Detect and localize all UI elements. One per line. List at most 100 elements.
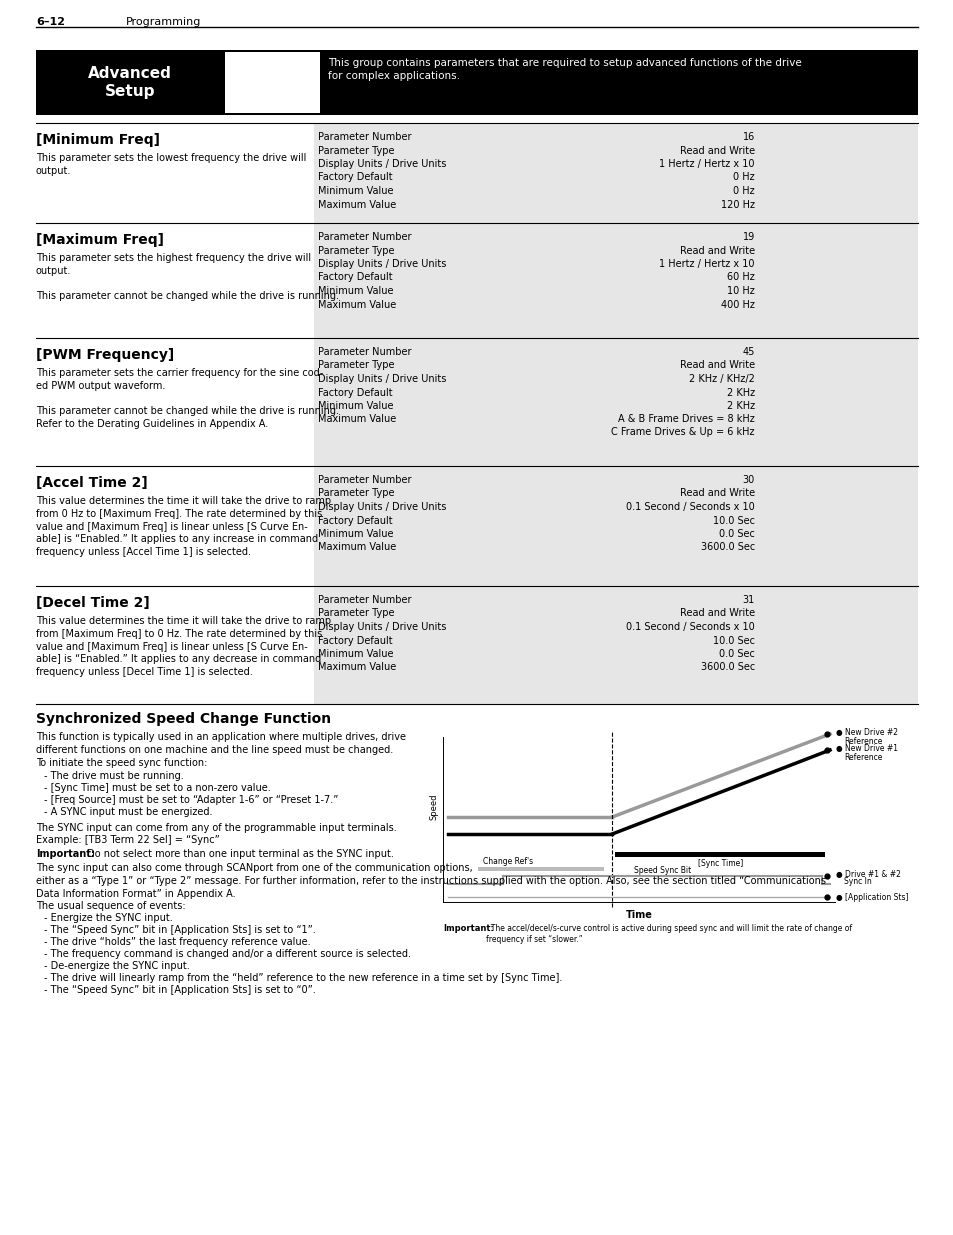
Text: 1 Hertz / Hertz x 10: 1 Hertz / Hertz x 10 — [659, 159, 754, 169]
Text: Factory Default: Factory Default — [317, 515, 393, 526]
Text: - Energize the SYNC input.: - Energize the SYNC input. — [44, 913, 172, 923]
Text: [Sync Time]: [Sync Time] — [697, 858, 742, 867]
Text: Synchronized Speed Change Function: Synchronized Speed Change Function — [36, 713, 331, 726]
Text: Factory Default: Factory Default — [317, 273, 393, 283]
Bar — [314, 124, 917, 224]
Text: This group contains parameters that are required to setup advanced functions of : This group contains parameters that are … — [328, 58, 801, 82]
Text: Parameter Number: Parameter Number — [317, 347, 411, 357]
Text: Parameter Number: Parameter Number — [317, 595, 411, 605]
Text: Read and Write: Read and Write — [679, 609, 754, 619]
Text: Display Units / Drive Units: Display Units / Drive Units — [317, 501, 446, 513]
Text: 60 Hz: 60 Hz — [726, 273, 754, 283]
Bar — [314, 224, 917, 338]
Text: Display Units / Drive Units: Display Units / Drive Units — [317, 259, 446, 269]
Text: - The “Speed Sync” bit in [Application Sts] is set to “0”.: - The “Speed Sync” bit in [Application S… — [44, 986, 315, 995]
Text: - The “Speed Sync” bit in [Application Sts] is set to “1”.: - The “Speed Sync” bit in [Application S… — [44, 925, 315, 935]
Bar — [615, 851, 824, 857]
Text: Sync In: Sync In — [843, 878, 871, 887]
Text: A & B Frame Drives = 8 kHz
C Frame Drives & Up = 6 kHz: A & B Frame Drives = 8 kHz C Frame Drive… — [611, 415, 754, 437]
Text: This parameter sets the carrier frequency for the sine cod-
ed PWM output wavefo: This parameter sets the carrier frequenc… — [36, 368, 338, 430]
Text: - The frequency command is changed and/or a different source is selected.: - The frequency command is changed and/o… — [44, 948, 411, 960]
Text: ● Drive #1 & #2: ● Drive #1 & #2 — [835, 869, 900, 878]
Text: Example: [TB3 Term 22 Sel] = “Sync”: Example: [TB3 Term 22 Sel] = “Sync” — [36, 835, 219, 845]
Text: Minimum Value: Minimum Value — [317, 529, 393, 538]
Text: Minimum Value: Minimum Value — [317, 650, 393, 659]
Text: Maximum Value: Maximum Value — [317, 415, 395, 425]
Text: 2 KHz: 2 KHz — [726, 388, 754, 398]
Text: Change Ref's: Change Ref's — [482, 857, 533, 866]
Text: Maximum Value: Maximum Value — [317, 542, 395, 552]
Text: 45: 45 — [741, 347, 754, 357]
Text: Read and Write: Read and Write — [679, 146, 754, 156]
Bar — [314, 466, 917, 585]
Text: 0.1 Second / Seconds x 10: 0.1 Second / Seconds x 10 — [625, 501, 754, 513]
Text: Parameter Number: Parameter Number — [317, 475, 411, 485]
Bar — [314, 338, 917, 466]
Text: [Accel Time 2]: [Accel Time 2] — [36, 475, 148, 490]
Text: 2 KHz / KHz/2: 2 KHz / KHz/2 — [688, 374, 754, 384]
Text: ● New Drive #1: ● New Drive #1 — [835, 743, 897, 752]
Text: Minimum Value: Minimum Value — [317, 186, 393, 196]
Text: - [Sync Time] must be set to a non-zero value.: - [Sync Time] must be set to a non-zero … — [44, 783, 271, 793]
Text: ● [Application Sts]: ● [Application Sts] — [835, 893, 907, 902]
Text: Parameter Type: Parameter Type — [317, 489, 395, 499]
Text: Programming: Programming — [126, 17, 201, 27]
Text: The SYNC input can come from any of the programmable input terminals.: The SYNC input can come from any of the … — [36, 823, 396, 832]
Text: Read and Write: Read and Write — [679, 361, 754, 370]
Text: Parameter Number: Parameter Number — [317, 132, 411, 142]
Text: Read and Write: Read and Write — [679, 246, 754, 256]
Text: This function is typically used in an application where multiple drives, drive
d: This function is typically used in an ap… — [36, 732, 406, 755]
Text: 0.0 Sec: 0.0 Sec — [719, 650, 754, 659]
Text: - A SYNC input must be energized.: - A SYNC input must be energized. — [44, 806, 213, 818]
Text: 0 Hz: 0 Hz — [733, 186, 754, 196]
Text: 0.0 Sec: 0.0 Sec — [719, 529, 754, 538]
Text: ● New Drive #2: ● New Drive #2 — [835, 727, 897, 736]
Text: 120 Hz: 120 Hz — [720, 200, 754, 210]
Text: 1 Hertz / Hertz x 10: 1 Hertz / Hertz x 10 — [659, 259, 754, 269]
Text: The usual sequence of events:: The usual sequence of events: — [36, 902, 186, 911]
Text: 30: 30 — [742, 475, 754, 485]
Bar — [477, 867, 603, 871]
Text: The sync input can also come through SCANport from one of the communication opti: The sync input can also come through SCA… — [36, 863, 825, 899]
Text: 16: 16 — [742, 132, 754, 142]
Text: - The drive “holds” the last frequency reference value.: - The drive “holds” the last frequency r… — [44, 937, 311, 947]
Text: [Minimum Freq]: [Minimum Freq] — [36, 133, 160, 147]
Text: Maximum Value: Maximum Value — [317, 662, 395, 673]
Text: Minimum Value: Minimum Value — [317, 401, 393, 411]
Text: 31: 31 — [742, 595, 754, 605]
Text: This value determines the time it will take the drive to ramp
from [Maximum Freq: This value determines the time it will t… — [36, 616, 331, 677]
Text: Factory Default: Factory Default — [317, 388, 393, 398]
Text: [Decel Time 2]: [Decel Time 2] — [36, 597, 150, 610]
Text: [Maximum Freq]: [Maximum Freq] — [36, 233, 164, 247]
Text: This parameter sets the highest frequency the drive will
output.

This parameter: This parameter sets the highest frequenc… — [36, 253, 338, 301]
Text: Parameter Type: Parameter Type — [317, 146, 395, 156]
Text: Display Units / Drive Units: Display Units / Drive Units — [317, 159, 446, 169]
Text: To initiate the speed sync function:: To initiate the speed sync function: — [36, 758, 207, 768]
Text: - De-energize the SYNC input.: - De-energize the SYNC input. — [44, 961, 190, 971]
Text: Display Units / Drive Units: Display Units / Drive Units — [317, 374, 446, 384]
Text: Advanced
Setup: Advanced Setup — [88, 65, 172, 99]
Text: Speed Sync Bit: Speed Sync Bit — [633, 866, 690, 876]
Bar — [225, 52, 319, 112]
Text: 0 Hz: 0 Hz — [733, 173, 754, 183]
Text: Parameter Type: Parameter Type — [317, 246, 395, 256]
Text: Minimum Value: Minimum Value — [317, 287, 393, 296]
Text: Reference: Reference — [843, 752, 882, 762]
Text: The accel/decel/s-curve control is active during speed sync and will limit the r: The accel/decel/s-curve control is activ… — [485, 924, 851, 944]
Text: Factory Default: Factory Default — [317, 636, 393, 646]
Text: - [Freq Source] must be set to “Adapter 1-6” or “Preset 1-7.”: - [Freq Source] must be set to “Adapter … — [44, 795, 338, 805]
Text: Speed: Speed — [429, 794, 438, 820]
Text: This value determines the time it will take the drive to ramp
from 0 Hz to [Maxi: This value determines the time it will t… — [36, 496, 331, 557]
Text: 3600.0 Sec: 3600.0 Sec — [700, 542, 754, 552]
Text: Read and Write: Read and Write — [679, 489, 754, 499]
Text: - The drive must be running.: - The drive must be running. — [44, 771, 184, 781]
Text: Parameter Number: Parameter Number — [317, 232, 411, 242]
Bar — [314, 585, 917, 704]
Text: [PWM Frequency]: [PWM Frequency] — [36, 348, 174, 362]
Text: 10.0 Sec: 10.0 Sec — [712, 515, 754, 526]
Text: 400 Hz: 400 Hz — [720, 300, 754, 310]
Text: Factory Default: Factory Default — [317, 173, 393, 183]
Text: Maximum Value: Maximum Value — [317, 200, 395, 210]
Text: 6–12: 6–12 — [36, 17, 65, 27]
Text: 3600.0 Sec: 3600.0 Sec — [700, 662, 754, 673]
